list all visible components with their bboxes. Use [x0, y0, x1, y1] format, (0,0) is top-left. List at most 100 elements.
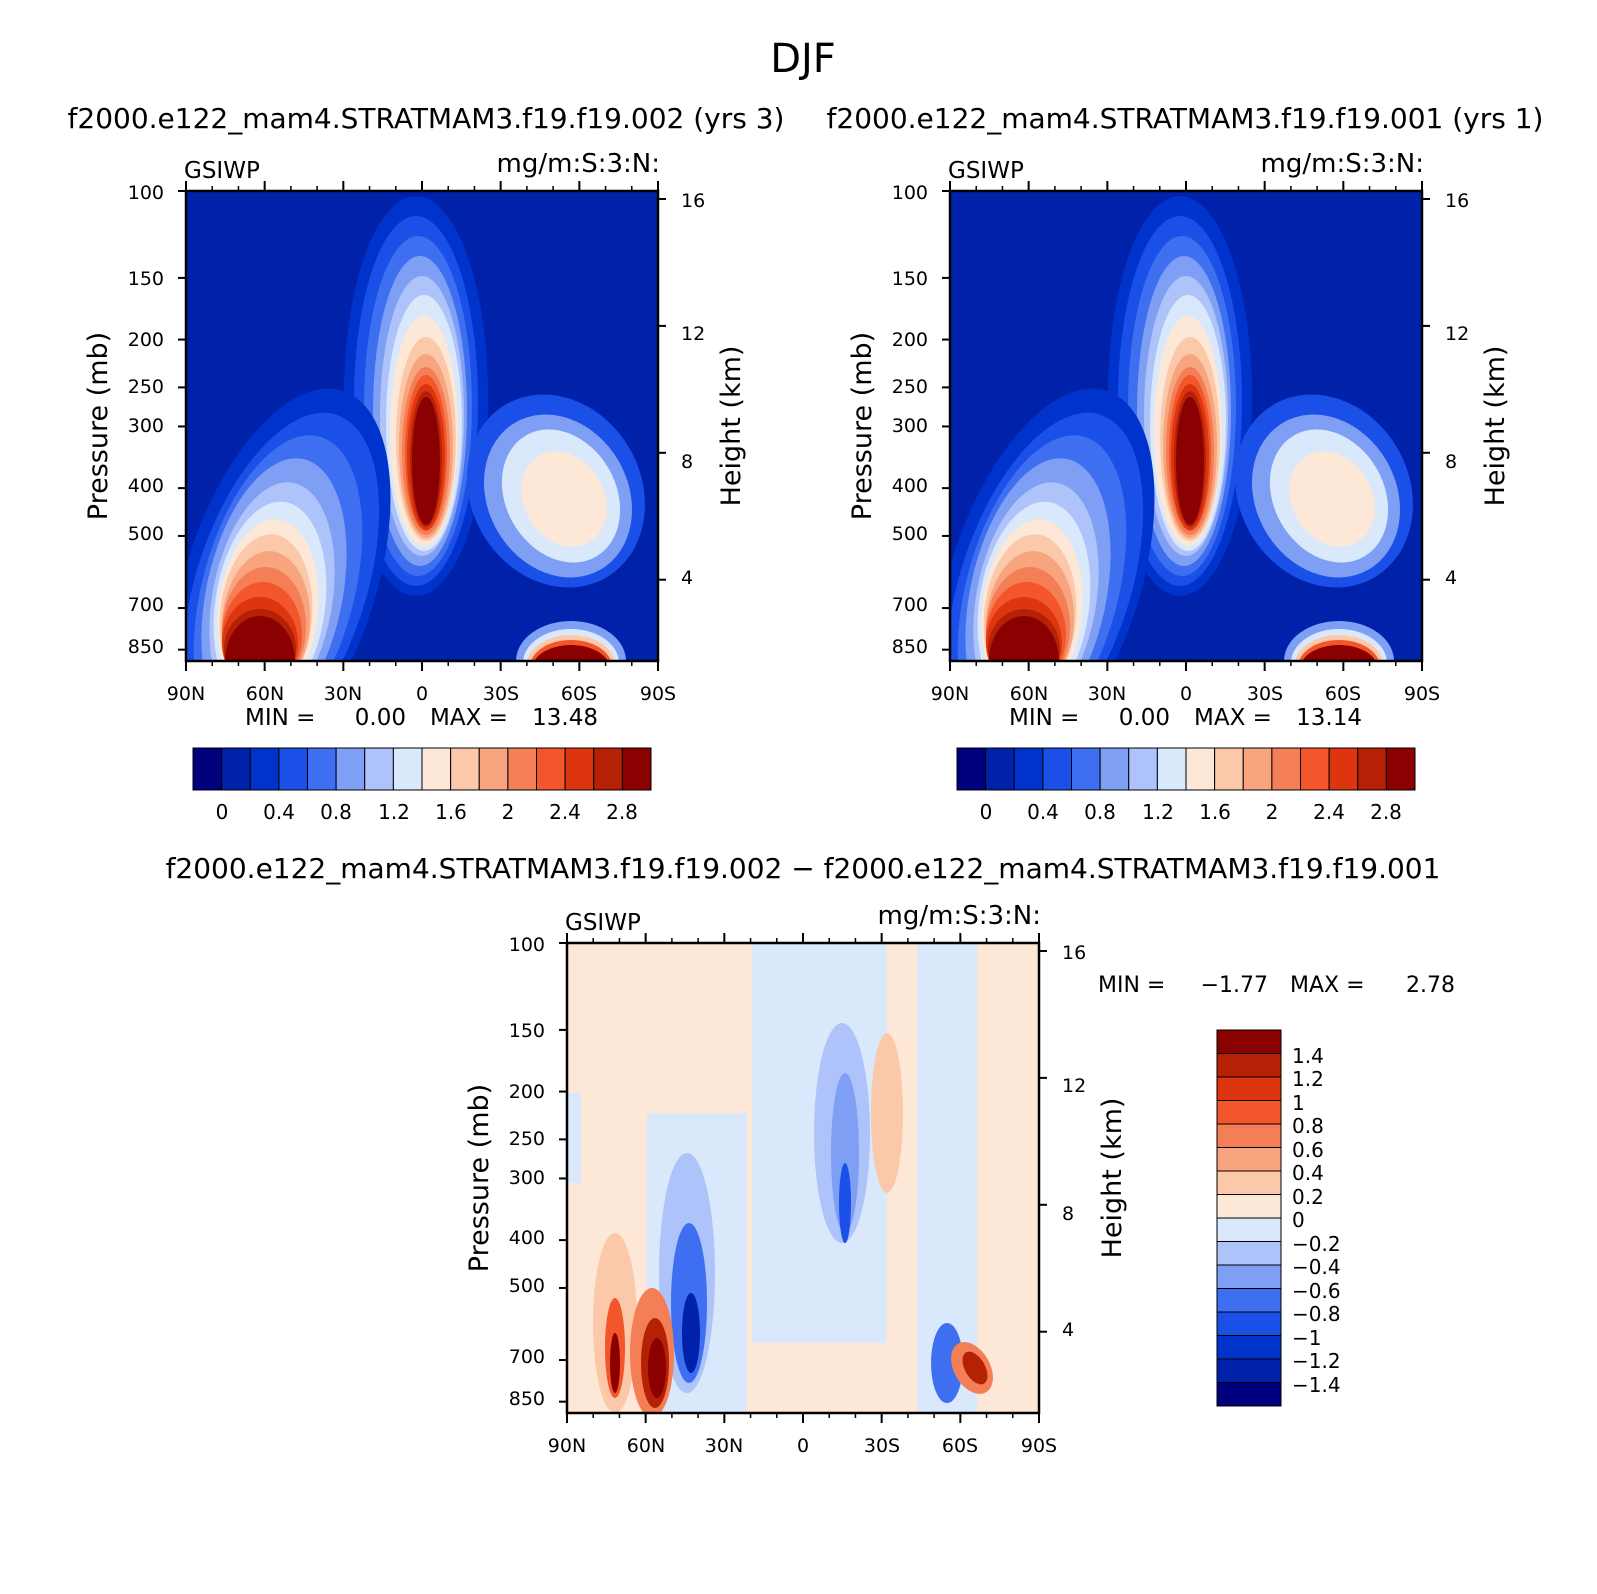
panel-3-ytick-label: 300: [509, 1167, 545, 1189]
colorbar-swatch: [1216, 1053, 1282, 1078]
panel-3: f2000.e122_mam4.STRATMAM3.f19.f19.002 − …: [166, 852, 1455, 1457]
panel-1-variable: GSIWP: [184, 158, 260, 184]
colorbar-swatch: [1216, 1335, 1282, 1360]
panel-3-ytick-label: 200: [509, 1081, 545, 1103]
panel-3-ytick-label: 150: [509, 1020, 545, 1042]
panel-2-y-axis: 100 150 200 250 300 400 500 700 850 Pres…: [847, 182, 928, 658]
colorbar-swatch: [1328, 747, 1359, 791]
panel-1-ytick-label: 500: [128, 523, 164, 545]
colorbar-swatch: [1216, 1029, 1282, 1054]
panel-3-colorbar-label: −0.2: [1292, 1232, 1341, 1256]
panel-3-colorbar-label: 1.2: [1292, 1067, 1324, 1091]
panel-2-contour-field: [950, 191, 1422, 661]
panel-2-min-value: 0.00: [1119, 705, 1170, 731]
colorbar-swatch: [1013, 747, 1044, 791]
contour-region: [931, 1323, 963, 1403]
panel-2-ytick-label: 500: [892, 523, 928, 545]
colorbar-swatch: [1042, 747, 1072, 791]
panel-3-height-tick-label: 16: [1062, 942, 1086, 964]
contour-region: [412, 397, 440, 525]
panel-3-colorbar-label: 0.2: [1292, 1185, 1324, 1209]
panel-3-variable: GSIWP: [565, 910, 641, 936]
panel-3-ytick-label: 100: [509, 934, 545, 956]
panel-3-ytick-label: 850: [509, 1388, 545, 1410]
panel-3-x-axis: 90N 60N 30N 0 30S 60S 90S: [548, 1435, 1057, 1457]
panel-3-colorbar: [1216, 1029, 1282, 1407]
panel-3-contour-field: [567, 943, 1039, 1413]
panel-2-colorbar-label: 1.6: [1199, 800, 1231, 824]
panel-1-ytick-label: 200: [128, 329, 164, 351]
contour-region: [648, 1338, 666, 1398]
panel-2-xtick-label: 30N: [1088, 683, 1126, 705]
panel-1-colorbar-label: 2.4: [549, 800, 581, 824]
panel-1-height-tick-label: 4: [681, 567, 693, 589]
panel-3-colorbar-labels: 1.4 1.2 1 0.8 0.6 0.4 0.2 0 −0.2 −0.4 −0…: [1292, 1044, 1341, 1397]
panel-3-y-axis: 100 150 200 250 300 400 500 700 850 Pres…: [464, 934, 545, 1410]
colorbar-swatch: [536, 747, 566, 791]
panel-1-y-right-axis: 16 12 8 4 Height (km): [681, 190, 747, 589]
panel-3-colorbar-label: 0.6: [1292, 1138, 1324, 1162]
panel-1-units: mg/m:S:3:N:: [497, 149, 660, 179]
panel-2-ytick-label: 100: [892, 182, 928, 204]
colorbar-swatch: [507, 747, 537, 791]
panel-1: f2000.e122_mam4.STRATMAM3.f19.f19.002 (y…: [68, 102, 785, 824]
panel-1-colorbar-label: 2: [502, 800, 515, 824]
panel-2-colorbar-label: 2: [1266, 800, 1279, 824]
panel-1-xtick-label: 30S: [483, 683, 519, 705]
contour-region: [682, 1293, 700, 1373]
contour-region: [962, 1351, 988, 1385]
panel-2-ytick-label: 700: [892, 594, 928, 616]
panel-3-minmax: MIN = −1.77 MAX = 2.78: [1098, 973, 1455, 998]
colorbar-swatch: [1385, 747, 1416, 791]
panel-3-colorbar-label: −0.6: [1292, 1279, 1341, 1303]
panel-2-xtick-label: 60S: [1325, 683, 1361, 705]
panel-3-colorbar-label: 1: [1292, 1091, 1305, 1115]
colorbar-swatch: [1128, 747, 1158, 791]
panel-3-xtick-label: 60S: [942, 1435, 978, 1457]
panel-1-ytick-label: 300: [128, 415, 164, 437]
contour-region: [839, 1163, 851, 1243]
panel-3-xtick-label: 90N: [548, 1435, 586, 1457]
panel-1-ytick-label: 150: [128, 268, 164, 290]
colorbar-swatch: [1216, 1194, 1282, 1219]
colorbar-swatch: [1357, 747, 1387, 791]
panel-3-min-value: −1.77: [1201, 973, 1268, 998]
colorbar-swatch: [249, 747, 280, 791]
colorbar-swatch: [564, 747, 595, 791]
panel-2-min-label: MIN =: [1009, 705, 1079, 731]
colorbar-swatch: [478, 747, 509, 791]
colorbar-swatch: [192, 747, 223, 791]
panel-3-colorbar-label: −0.8: [1292, 1302, 1341, 1326]
colorbar-swatch: [221, 747, 251, 791]
panel-1-ytick-label: 100: [128, 182, 164, 204]
panel-2-ytick-label: 400: [892, 475, 928, 497]
panel-3-xtick-label: 30S: [864, 1435, 900, 1457]
panel-2-x-axis: 90N 60N 30N 0 30S 60S 90S: [931, 683, 1440, 705]
panel-1-height-tick-label: 12: [681, 323, 705, 345]
panel-1-min-label: MIN =: [245, 705, 315, 731]
contour-region: [871, 1033, 903, 1193]
panel-1-xtick-label: 0: [416, 683, 428, 705]
colorbar-swatch: [1214, 747, 1244, 791]
contour-region: [567, 1093, 581, 1183]
panel-3-xtick-label: 0: [797, 1435, 809, 1457]
panel-3-height-tick-label: 8: [1062, 1203, 1074, 1225]
panel-1-colorbar: [192, 747, 652, 791]
panel-2-ytick-label: 200: [892, 329, 928, 351]
panel-1-colorbar-label: 2.8: [606, 800, 638, 824]
panel-2-xtick-label: 30S: [1247, 683, 1283, 705]
contour-region: [1289, 451, 1375, 547]
panel-1-ytick-label: 850: [128, 636, 164, 658]
panel-2-max-value: 13.14: [1296, 705, 1362, 731]
panel-1-xtick-label: 60S: [561, 683, 597, 705]
panel-1-minmax: MIN = 0.00 MAX = 13.48: [245, 705, 598, 731]
colorbar-swatch: [335, 747, 366, 791]
colorbar-swatch: [392, 747, 423, 791]
panel-3-colorbar-label: −1.2: [1292, 1349, 1341, 1373]
panel-2-xtick-label: 90S: [1404, 683, 1440, 705]
colorbar-swatch: [307, 747, 337, 791]
panel-1-ylabel: Pressure (mb): [83, 332, 114, 520]
colorbar-swatch: [985, 747, 1015, 791]
panel-3-height-tick-label: 12: [1062, 1075, 1086, 1097]
